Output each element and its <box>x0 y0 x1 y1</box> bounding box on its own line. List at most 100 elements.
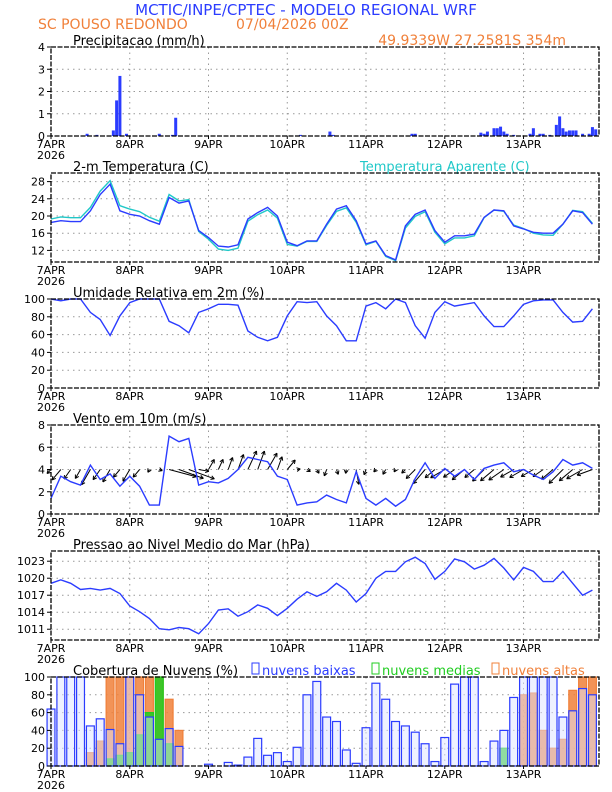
wind-vector-head <box>273 452 278 458</box>
y-tick-label: 100 <box>24 671 45 684</box>
wind-vector <box>132 469 140 478</box>
cloud-bar-nuvens-baixas <box>95 718 105 767</box>
precip-bar <box>174 117 178 136</box>
wind-vector-head <box>451 475 457 481</box>
wind-vector <box>178 469 204 479</box>
y-tick-label: 40 <box>31 724 45 737</box>
wind-vector <box>412 469 426 484</box>
y-tick-label: 24 <box>31 193 45 206</box>
precip-bar <box>328 131 332 136</box>
wind-vector-head <box>500 473 505 478</box>
precip-bar <box>157 133 161 136</box>
precip-bar <box>495 128 499 136</box>
precip-bar <box>505 133 509 136</box>
clouds-panel: 0 20 40 60 80 100 7APR 8APR 9APR 10APR 11APR 12APR 1… <box>24 671 600 792</box>
rh-panel: 0 20 40 60 80 100 7APR 8APR 9APR 10APR 11APR 12APR 1… <box>24 293 600 414</box>
y-tick-label: 60 <box>31 707 45 720</box>
cloud-bar-nuvens-baixas <box>253 737 263 767</box>
x-tick-label: 8APR <box>115 642 144 655</box>
rh-frame <box>50 298 600 389</box>
cloud-bar-nuvens-baixas <box>587 694 597 767</box>
wind-vector <box>405 469 416 479</box>
precip-bar <box>531 128 535 136</box>
wind-vector-head <box>343 469 349 474</box>
wind-vector-head <box>480 476 485 482</box>
x-tick-label: 8APR <box>115 516 144 529</box>
precip-bar <box>502 131 506 136</box>
y-tick-label: 0 <box>38 130 45 143</box>
mid-cloud-legend: nuvens medias <box>382 664 481 679</box>
cloud-bar-nuvens-baixas <box>558 716 568 767</box>
cloud-bar-nuvens-baixas <box>135 694 145 767</box>
precip-bar <box>558 116 562 136</box>
y-tick-label: 8 <box>38 419 45 432</box>
precip-bar <box>561 128 565 136</box>
y-tick-label: 0 <box>38 382 45 395</box>
cloud-bar-nuvens-baixas <box>440 736 450 767</box>
cloud-bar-nuvens-baixas <box>509 696 519 767</box>
wind-vector <box>169 469 197 478</box>
pressure-title: Pressao ao Nivel Medio do Mar (hPa) <box>73 538 310 553</box>
x-year-label: 2026 <box>37 401 65 414</box>
pressure-panel: 1011 1014 1017 1020 1023 7APR 8APR 9APR 10APR 11A… <box>17 550 600 666</box>
wind-vector-head <box>405 474 411 480</box>
y-tick-label: 2 <box>38 486 45 499</box>
y-tick-label: 6 <box>38 441 45 454</box>
x-tick-label: 11APR <box>348 768 384 781</box>
precip-bar <box>85 133 89 136</box>
precip-panel: 0 1 2 3 4 7APR 8APR 9APR 10APR 11APR 12APR 13APR 202… <box>37 41 600 162</box>
temp-series-line <box>50 179 593 262</box>
cloud-bar-nuvens-baixas <box>66 676 76 767</box>
wind-vector-head <box>443 473 448 478</box>
cloud-bar-nuvens-baixas <box>528 676 538 767</box>
cloud-bar-nuvens-baixas <box>56 676 66 767</box>
cloud-bar-nuvens-baixas <box>125 676 135 767</box>
y-tick-label: 4 <box>38 464 45 477</box>
wind-vector <box>500 469 514 478</box>
x-tick-label: 11APR <box>348 390 384 403</box>
wind-vector-head <box>240 454 245 459</box>
cloud-bar-nuvens-baixas <box>361 727 371 767</box>
pressure-frame <box>50 550 600 641</box>
x-tick-label: 11APR <box>348 642 384 655</box>
wind-vector-head <box>323 471 328 477</box>
x-year-label: 2026 <box>37 527 65 540</box>
x-tick-label: 12APR <box>427 138 463 151</box>
cloud-bar-nuvens-baixas <box>489 740 499 767</box>
wind-vector-head <box>548 479 554 484</box>
cloud-bar-nuvens-baixas <box>272 752 282 767</box>
temp-panel: 12 16 20 24 28 7APR 8APR 9APR 10APR 11APR 12APR 13A… <box>31 172 600 288</box>
precip-bar <box>571 130 575 136</box>
wind-vector-head <box>464 473 469 478</box>
wind-vector-head <box>278 456 284 461</box>
y-tick-label: 1 <box>38 108 45 121</box>
precip-bar <box>538 133 542 136</box>
x-tick-label: 9APR <box>194 138 223 151</box>
wind-vector-head <box>520 472 526 477</box>
wind-vector <box>198 469 209 472</box>
cloud-bar-nuvens-baixas <box>243 756 253 767</box>
cloud-bar-nuvens-baixas <box>518 676 529 767</box>
precip-bar <box>581 133 585 136</box>
x-tick-label: 10APR <box>269 138 305 151</box>
wind-vector-head <box>363 470 368 476</box>
wind-vector <box>558 469 574 482</box>
cloud-bar-nuvens-baixas <box>115 743 125 767</box>
precip-bar <box>528 133 532 136</box>
x-tick-label: 8APR <box>115 390 144 403</box>
cloud-bar-nuvens-baixas <box>459 676 469 767</box>
y-tick-label: 20 <box>31 742 45 755</box>
y-tick-label: 3 <box>38 63 45 76</box>
cloud-bar-nuvens-baixas <box>331 720 342 767</box>
wind-vector-head <box>393 467 398 473</box>
wind-vector <box>509 469 524 478</box>
x-tick-label: 11APR <box>348 138 384 151</box>
cloud-bar-nuvens-baixas <box>85 725 95 767</box>
wind-vector <box>464 469 475 478</box>
wind-vector-head <box>46 469 52 474</box>
y-tick-label: 20 <box>31 364 45 377</box>
precip-bar <box>331 134 335 136</box>
pressure-series-line <box>50 556 593 635</box>
wind-vector-head <box>132 473 138 478</box>
